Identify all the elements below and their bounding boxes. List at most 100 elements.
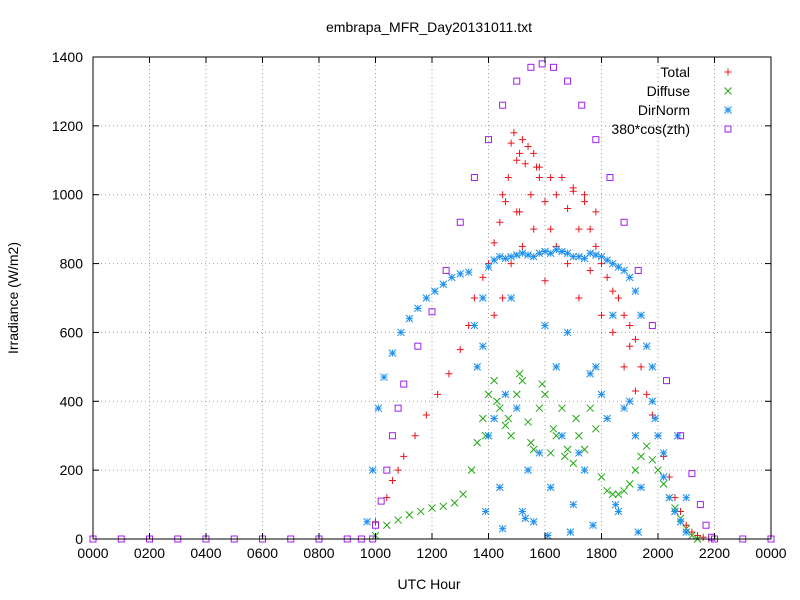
data-point (625, 273, 634, 282)
data-point (499, 101, 507, 109)
data-point (608, 490, 617, 499)
data-point (552, 431, 561, 440)
data-point (597, 252, 606, 261)
data-point (702, 521, 710, 529)
x-tick-label: 0800 (303, 545, 334, 561)
data-point (434, 390, 442, 398)
data-point (527, 191, 535, 199)
data-point (642, 442, 651, 450)
data-point (558, 404, 566, 413)
data-point (541, 321, 549, 330)
data-point (665, 493, 674, 502)
data-point (459, 490, 467, 499)
data-point (580, 466, 589, 474)
data-point (569, 459, 578, 468)
legend-marker (724, 106, 732, 114)
x-tick-label: 2200 (699, 545, 730, 561)
data-point (512, 404, 521, 413)
data-point (400, 380, 408, 388)
data-point (575, 449, 583, 457)
data-point (575, 252, 583, 261)
data-point (478, 414, 487, 423)
data-point (569, 184, 577, 192)
data-point (637, 363, 645, 371)
data-point (580, 445, 589, 454)
data-point (586, 404, 595, 413)
data-point (513, 156, 521, 164)
data-point (637, 311, 645, 320)
data-point (575, 294, 583, 302)
data-point (416, 507, 425, 516)
data-point (388, 432, 396, 440)
data-point (637, 483, 645, 492)
data-point (543, 531, 552, 540)
data-point (592, 136, 600, 144)
data-point (547, 174, 555, 181)
data-point (470, 321, 479, 330)
data-point (541, 198, 549, 206)
data-point (620, 266, 628, 275)
y-axis-label: Irradiance (W/m2) (5, 242, 21, 354)
data-point (439, 280, 448, 289)
data-point (456, 218, 464, 226)
data-point (609, 287, 617, 295)
data-point (478, 294, 487, 302)
data-point (651, 414, 660, 423)
data-point (538, 380, 547, 388)
data-point (535, 449, 544, 457)
data-point (598, 311, 605, 319)
data-point (524, 143, 532, 151)
data-point (530, 225, 538, 233)
data-point (547, 225, 555, 233)
data-point (456, 346, 464, 354)
data-point (558, 174, 566, 181)
data-point (609, 328, 617, 336)
data-point (464, 268, 473, 277)
data-point (625, 397, 634, 406)
data-point (682, 528, 691, 536)
data-point (493, 397, 501, 406)
legend-label: Diffuse (647, 83, 691, 99)
data-point (501, 198, 509, 206)
data-point (490, 311, 498, 319)
data-point (549, 63, 557, 71)
data-point (558, 431, 566, 440)
legend-marker (724, 68, 732, 76)
data-point (688, 531, 696, 540)
data-point (535, 404, 544, 413)
data-point (456, 270, 465, 278)
data-point (592, 208, 600, 216)
y-tick-label: 400 (60, 393, 84, 409)
data-point (363, 517, 371, 526)
data-point (575, 431, 583, 440)
data-point (592, 242, 600, 250)
data-point (411, 432, 419, 440)
data-point (620, 363, 628, 371)
data-point (394, 404, 402, 412)
legend-label: DirNorm (638, 102, 690, 118)
data-point (591, 251, 600, 259)
data-point (552, 245, 561, 254)
data-point (479, 273, 487, 281)
y-tick-label: 0 (75, 531, 83, 547)
data-point (481, 507, 490, 516)
x-tick-label: 0200 (134, 545, 165, 561)
x-tick-label: 0000 (77, 545, 108, 561)
data-point (597, 473, 606, 481)
data-point (591, 424, 600, 433)
data-point (614, 263, 623, 271)
data-point (642, 342, 651, 351)
x-tick-label: 0400 (190, 545, 221, 561)
data-point (546, 249, 555, 258)
y-tick-label: 800 (60, 256, 84, 272)
data-point (495, 483, 504, 492)
data-point (614, 490, 623, 499)
data-point (560, 452, 569, 461)
data-point (442, 266, 450, 274)
data-point (414, 304, 422, 313)
data-point (510, 129, 518, 137)
data-point (575, 225, 583, 233)
data-point (659, 473, 668, 481)
series-0 (372, 129, 713, 543)
data-point (405, 511, 414, 519)
